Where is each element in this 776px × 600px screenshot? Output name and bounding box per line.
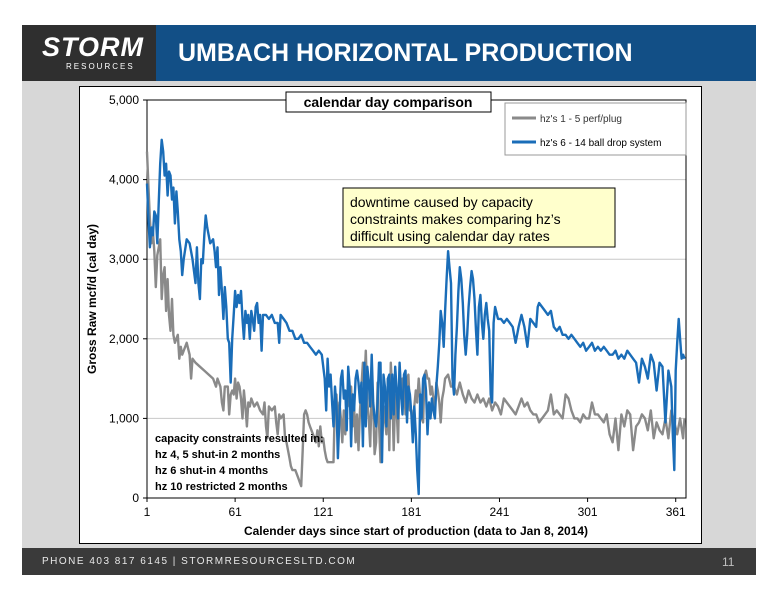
legend-label-ball-drop: hz's 6 - 14 ball drop system bbox=[540, 138, 661, 149]
logo-wordmark: STORM bbox=[42, 32, 145, 62]
y-tick-label: 4,000 bbox=[109, 173, 139, 187]
chart-title-box bbox=[285, 91, 492, 113]
company-logo bbox=[22, 25, 156, 81]
x-tick-label: 121 bbox=[313, 505, 333, 519]
downtime-callout-line-1: downtime caused by capacity bbox=[350, 194, 533, 210]
page-number: 11 bbox=[722, 555, 735, 569]
constraints-note-line-4: hz 10 restricted 2 months bbox=[155, 481, 288, 493]
y-tick-label: 3,000 bbox=[109, 252, 139, 266]
x-tick-label: 61 bbox=[228, 505, 242, 519]
footer-contact: PHONE 403 817 6145 | STORMRESOURCESLTD.C… bbox=[42, 556, 357, 567]
chart-panel: 0 1,000 2,000 3,000 4,000 5,000 1 61 121 181 241 3… bbox=[79, 86, 702, 544]
y-tick-label: 0 bbox=[132, 491, 139, 505]
slide-title: UMBACH HORIZONTAL PRODUCTION bbox=[178, 39, 633, 67]
chart-title: calendar day comparison bbox=[304, 94, 473, 110]
downtime-callout-line-3: difficult using calendar day rates bbox=[350, 228, 550, 244]
x-tick-label: 181 bbox=[401, 505, 421, 519]
y-tick-label: 2,000 bbox=[109, 332, 139, 346]
legend bbox=[504, 102, 687, 156]
y-tick-label: 1,000 bbox=[109, 411, 139, 425]
y-axis-label: Gross Raw mcf/d (cal day) bbox=[85, 224, 99, 374]
x-tick-label: 241 bbox=[489, 505, 509, 519]
constraints-note-line-1: capacity constraints resulted in: bbox=[155, 433, 324, 445]
x-tick-label: 361 bbox=[666, 505, 686, 519]
legend-label-perf-plug: hz's 1 - 5 perf/plug bbox=[540, 114, 622, 125]
production-chart: 0 1,000 2,000 3,000 4,000 5,000 1 61 121 181 241 3… bbox=[85, 91, 687, 538]
x-axis-label: Calender days since start of production … bbox=[244, 524, 588, 538]
series-line-ball-drop bbox=[145, 138, 686, 496]
constraints-note-line-2: hz 4, 5 shut-in 2 months bbox=[155, 449, 280, 461]
x-tick-label: 301 bbox=[578, 505, 598, 519]
logo-subtext: RESOURCES bbox=[66, 62, 135, 71]
footer-bar bbox=[22, 548, 756, 575]
y-tick-label: 5,000 bbox=[109, 93, 139, 107]
constraints-note-line-3: hz 6 shut-in 4 months bbox=[155, 465, 268, 477]
downtime-callout-line-2: constraints makes comparing hz’s bbox=[350, 211, 561, 227]
x-tick-label: 1 bbox=[144, 505, 151, 519]
downtime-callout bbox=[342, 187, 616, 248]
